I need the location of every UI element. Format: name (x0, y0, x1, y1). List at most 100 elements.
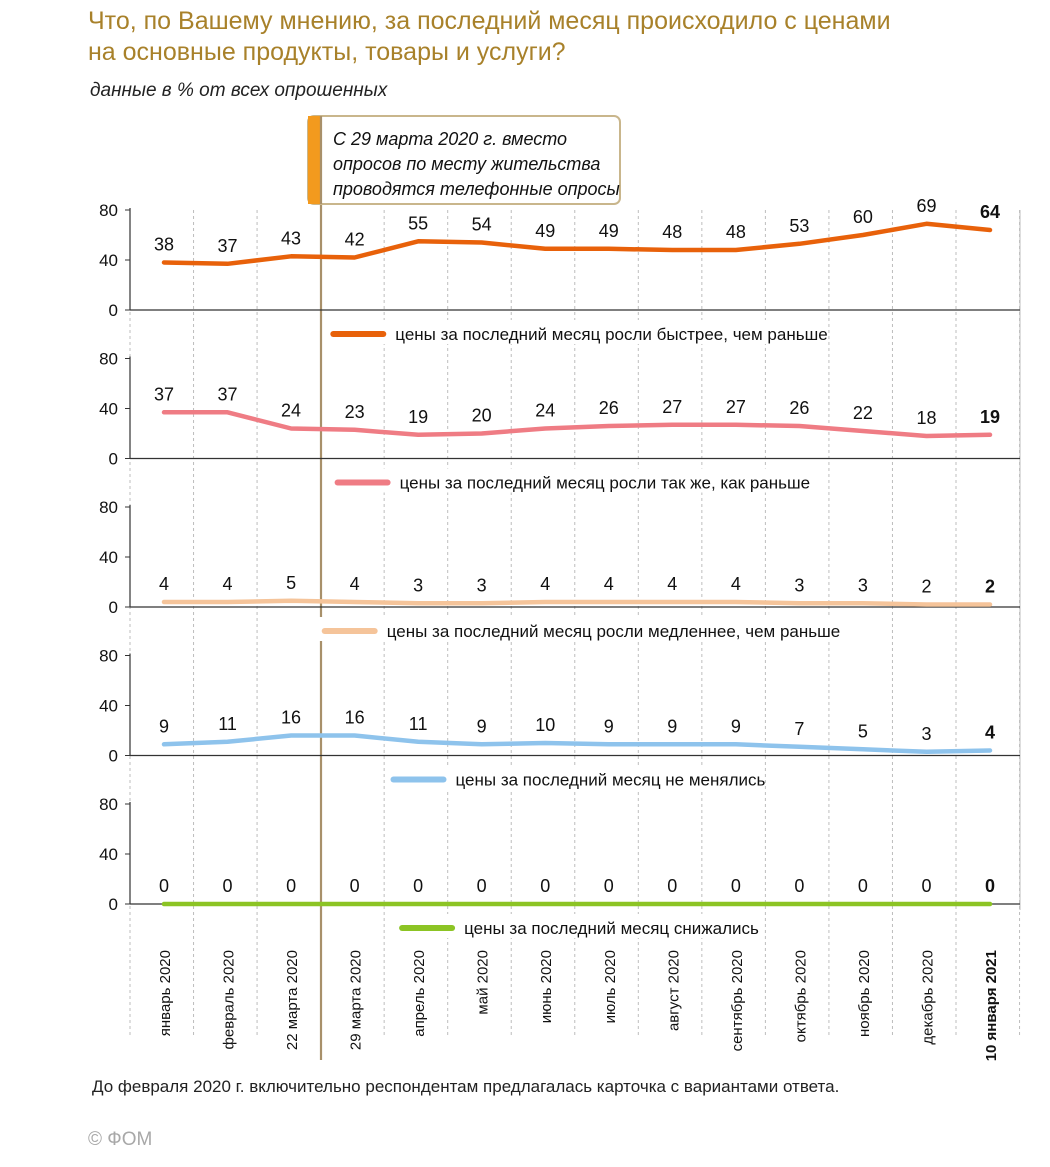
x-tick-label: сентябрь 2020 (729, 950, 746, 1051)
data-label: 24 (281, 401, 301, 421)
data-label: 2 (921, 577, 931, 597)
data-label: 3 (858, 575, 868, 595)
x-tick-label: 29 марта 2020 (348, 950, 365, 1050)
data-label: 4 (350, 574, 360, 594)
series-line-4 (161, 733, 993, 755)
panel-3: 80 40 0 4 4 5 4 3 3 4 4 4 4 3 3 2 2 цены за последний мес… (99, 498, 1020, 641)
y-tick-label: 80 (99, 795, 118, 814)
data-label: 49 (535, 221, 555, 241)
data-label: 0 (477, 876, 487, 896)
y-tick-label: 80 (99, 350, 118, 369)
data-label: 4 (540, 574, 550, 594)
x-tick-label: ноябрь 2020 (856, 950, 873, 1037)
y-tick-label: 0 (109, 747, 118, 766)
data-label: 4 (223, 574, 233, 594)
annotation-text-line: опросов по месту жительства (333, 154, 600, 174)
data-label: 9 (477, 716, 487, 736)
y-tick-label: 0 (109, 895, 118, 914)
x-tick-label: октябрь 2020 (792, 950, 809, 1042)
legend-bg (329, 468, 821, 493)
data-label: 38 (154, 235, 174, 255)
data-label: 3 (413, 575, 423, 595)
x-tick-label: январь 2020 (157, 950, 174, 1036)
y-tick-label: 0 (109, 450, 118, 469)
legend-bg (394, 914, 756, 938)
data-label: 37 (218, 384, 238, 404)
data-label: 0 (223, 876, 233, 896)
data-label: 3 (477, 575, 487, 595)
data-label: 19 (980, 407, 1000, 427)
y-tick-label: 40 (99, 251, 118, 270)
x-tick-label: апрель 2020 (411, 950, 428, 1037)
data-label: 20 (472, 406, 492, 426)
x-tick-label: июнь 2020 (538, 950, 555, 1023)
gridlines (129, 210, 1021, 1035)
data-label: 0 (794, 876, 804, 896)
data-label: 10 (535, 715, 555, 735)
y-tick-label: 80 (99, 201, 118, 220)
annotation-text-line: С 29 марта 2020 г. вместо (333, 129, 567, 149)
data-label: 69 (916, 196, 936, 216)
x-tick-label: 22 марта 2020 (284, 950, 301, 1050)
legend-bg (385, 765, 765, 790)
data-label: 60 (853, 207, 873, 227)
data-label: 0 (921, 876, 931, 896)
annotation-accent-bar (308, 116, 321, 204)
data-label: 37 (218, 236, 238, 256)
data-label: 0 (985, 876, 995, 896)
y-tick-label: 80 (99, 647, 118, 666)
data-label: 54 (472, 215, 492, 235)
data-label: 0 (286, 876, 296, 896)
legend-label: цены за последний месяц не менялись (456, 771, 766, 790)
data-label: 26 (599, 398, 619, 418)
legend-label: цены за последний месяц снижались (464, 919, 759, 938)
series-line-3 (161, 598, 993, 607)
data-label: 27 (662, 397, 682, 417)
data-label: 4 (667, 574, 677, 594)
data-label: 0 (413, 876, 423, 896)
x-tick-label: декабрь 2020 (919, 950, 936, 1045)
data-label: 18 (916, 408, 936, 428)
title-line-2: на основные продукты, товары и услуги? (88, 38, 566, 66)
data-label: 9 (731, 716, 741, 736)
y-tick-label: 0 (109, 301, 118, 320)
data-label: 9 (667, 716, 677, 736)
data-label: 26 (789, 398, 809, 418)
data-label: 5 (286, 573, 296, 593)
x-tick-label: август 2020 (665, 950, 682, 1031)
data-label: 4 (731, 574, 741, 594)
data-label: 53 (789, 216, 809, 236)
title-line-1: Что, по Вашему мнению, за последний меся… (88, 7, 891, 35)
data-label: 55 (408, 213, 428, 233)
data-label: 4 (604, 574, 614, 594)
data-label: 48 (662, 222, 682, 242)
data-label: 0 (667, 876, 677, 896)
data-label: 24 (535, 401, 555, 421)
panel-2: 80 40 0 37 37 24 23 19 20 24 26 27 27 26 22 18 19 цены за… (99, 350, 1020, 493)
data-label: 23 (345, 402, 365, 422)
copyright: © ФОМ (88, 1129, 153, 1150)
panel-4: 80 40 0 9 11 16 16 11 9 10 9 9 9 7 5 3 4 цены за последни… (99, 647, 1020, 790)
data-label: 64 (980, 202, 1000, 222)
x-tick-label: май 2020 (475, 950, 492, 1015)
data-label: 49 (599, 221, 619, 241)
x-category-labels: январь 2020 февраль 2020 22 марта 2020 29 м… (157, 950, 1000, 1061)
legend-label: цены за последний месяц росли быстрее, ч… (395, 325, 827, 344)
data-label: 3 (794, 575, 804, 595)
data-label: 19 (408, 407, 428, 427)
data-label: 0 (604, 876, 614, 896)
data-label: 3 (921, 724, 931, 744)
data-label: 11 (218, 714, 237, 734)
y-tick-label: 40 (99, 400, 118, 419)
y-tick-label: 0 (109, 598, 118, 617)
y-tick-label: 80 (99, 498, 118, 517)
annotation-text-line: проводятся телефонные опросы (333, 179, 620, 199)
legend-label: цены за последний месяц росли так же, ка… (400, 474, 810, 493)
panel-5: 80 40 0 0 0 0 0 0 0 0 0 0 0 0 0 0 0 цены за последний мес… (99, 795, 1020, 938)
legend-bg (325, 320, 825, 344)
data-label: 0 (858, 876, 868, 896)
data-label: 37 (154, 384, 174, 404)
data-label: 2 (985, 577, 995, 597)
legend-bg (316, 617, 834, 641)
